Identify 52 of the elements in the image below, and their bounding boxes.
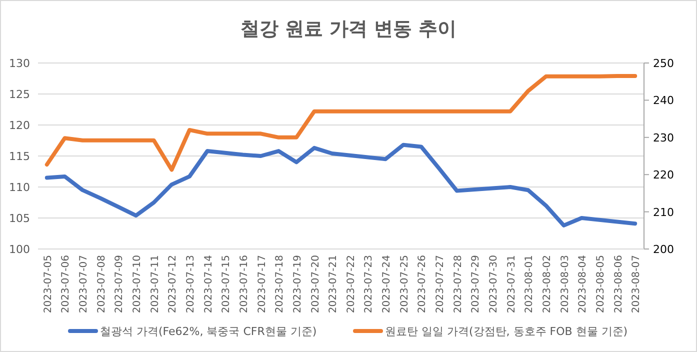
x-tick-label: 2023-07-22 [346, 255, 357, 314]
x-tick-label: 2023-08-06 [613, 255, 624, 314]
x-tick-label: 2023-07-13 [186, 255, 196, 314]
x-tick-label: 2023-07-24 [382, 255, 393, 314]
x-tick-label: 2023-07-10 [132, 255, 144, 314]
x-tick-label: 2023-07-28 [452, 255, 464, 314]
y-tick-label: 125 [9, 88, 30, 101]
x-tick-label: 2023-08-04 [578, 255, 589, 314]
y2-tick-label: 250 [653, 57, 674, 70]
x-tick-label: 2023-07-06 [60, 255, 72, 314]
x-tick-label: 2023-07-23 [364, 255, 375, 314]
x-tick-label: 2023-08-05 [595, 255, 606, 314]
y2-tick-label: 220 [653, 168, 674, 182]
x-tick-label: 2023-07-14 [203, 255, 214, 314]
x-tick-label: 2023-07-20 [310, 255, 322, 314]
y-tick-label: 105 [9, 212, 30, 225]
legend-label: 철광석 가격(Fe62%, 북중국 CFR현물 기준) [100, 325, 317, 338]
x-tick-label: 2023-07-09 [114, 255, 126, 314]
y2-tick-label: 230 [653, 131, 674, 144]
x-tick-label: 2023-07-31 [506, 255, 518, 314]
x-tick-label: 2023-08-01 [524, 255, 536, 314]
x-tick-label: 2023-07-21 [328, 255, 340, 314]
x-tick-label: 2023-07-08 [96, 255, 108, 314]
y2-tick-label: 200 [653, 243, 674, 256]
y-tick-label: 100 [9, 243, 30, 256]
x-tick-label: 2023-08-02 [542, 255, 553, 314]
x-tick-label: 2023-07-27 [435, 255, 446, 314]
x-tick-label: 2023-07-15 [221, 255, 232, 314]
legend-label: 원료탄 일일 가격(강점탄, 동호주 FOB 현물 기준) [385, 325, 628, 338]
x-tick-label: 2023-08-07 [631, 255, 642, 314]
x-tick-label: 2023-07-07 [78, 255, 90, 314]
x-tick-label: 2023-07-30 [488, 255, 500, 314]
y-tick-label: 115 [9, 150, 30, 163]
chart-title: 철강 원료 가격 변동 추이 [240, 18, 457, 40]
x-tick-label: 2023-07-29 [470, 255, 482, 314]
x-tick-label: 2023-07-26 [417, 255, 428, 314]
line-series [44, 74, 638, 172]
x-tick-label: 2023-07-16 [238, 255, 250, 314]
y2-tick-label: 210 [653, 206, 674, 219]
x-tick-label: 2023-07-25 [399, 255, 410, 314]
x-tick-label: 2023-07-05 [42, 255, 54, 314]
y-tick-label: 130 [9, 57, 30, 70]
y-tick-label: 120 [9, 119, 30, 132]
x-tick-label: 2023-07-19 [292, 255, 304, 314]
line-series [44, 142, 638, 228]
x-tick-label: 2023-07-12 [168, 255, 179, 314]
y-tick-label: 110 [9, 181, 30, 194]
x-tick-label: 2023-07-18 [274, 255, 286, 314]
x-tick-label: 2023-07-11 [150, 255, 161, 314]
x-tick-label: 2023-08-03 [560, 255, 571, 314]
x-tick-label: 2023-07-17 [256, 255, 268, 314]
y2-tick-label: 240 [653, 94, 674, 108]
